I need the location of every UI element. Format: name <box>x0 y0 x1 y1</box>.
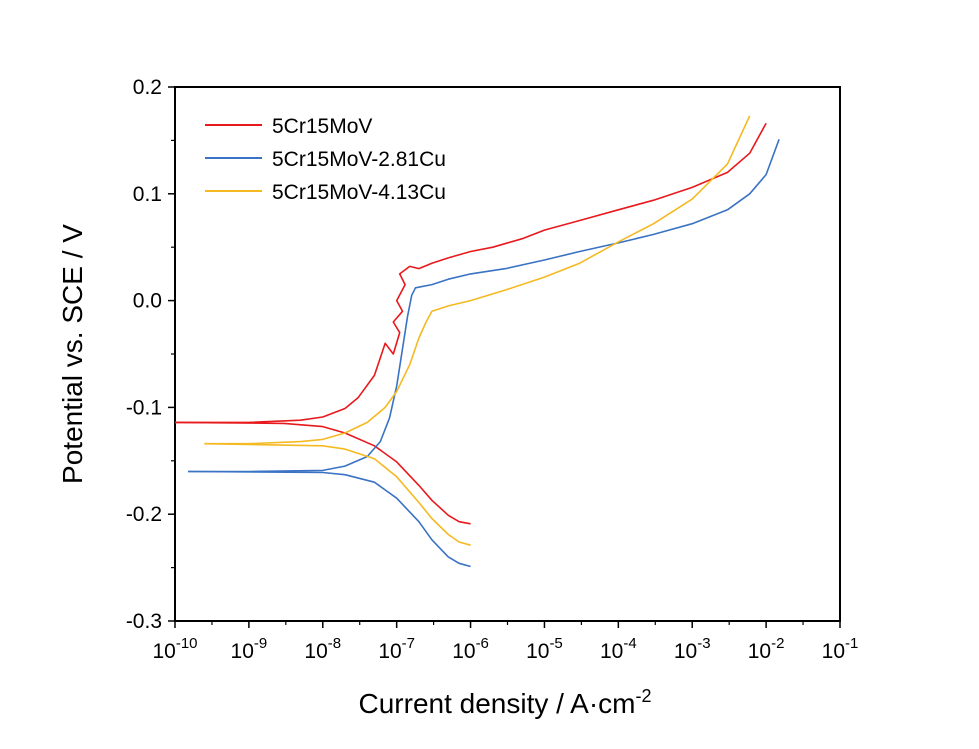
series-line-1-cathodic <box>187 470 471 568</box>
series-line-2-anodic <box>204 115 751 445</box>
x-tick-label: 10-6 <box>452 635 489 663</box>
x-tick-label: 10-9 <box>231 635 268 663</box>
y-tick-label: 0.1 <box>133 183 162 206</box>
y-tick-label: 0.0 <box>133 290 162 313</box>
legend-label-2: 5Cr15MoV-4.13Cu <box>272 181 446 204</box>
series-line-0-anodic <box>175 122 767 424</box>
series-lines <box>174 115 780 568</box>
x-tick-label: 10-4 <box>600 635 637 663</box>
y-tick-label: -0.1 <box>126 396 162 419</box>
y-tick-label: -0.2 <box>126 503 162 526</box>
x-tick-label: 10-3 <box>674 635 711 663</box>
x-tick-label: 10-8 <box>304 635 341 663</box>
x-tick-label: 10-10 <box>152 635 197 663</box>
x-tick-label: 10-2 <box>748 635 785 663</box>
legend-label-1: 5Cr15MoV-2.81Cu <box>272 148 446 171</box>
x-tick-label: 10-1 <box>822 635 859 663</box>
series-line-0-cathodic <box>174 421 471 525</box>
x-tick-label: 10-5 <box>526 635 563 663</box>
axis-ticks: 10-10 10-9 10-8 10-7 10-6 10-5 10-4 10-3 10-2 10-… <box>126 76 859 663</box>
y-axis-title: Potential vs. SCE / V <box>57 224 88 484</box>
legend-label-0: 5Cr15MoV <box>272 115 372 138</box>
x-axis-title: Current density / A·cm-2 <box>359 686 652 719</box>
series-line-2-cathodic <box>204 442 471 546</box>
x-tick-label: 10-7 <box>378 635 415 663</box>
legend: 5Cr15MoV 5Cr15MoV-2.81Cu 5Cr15MoV-4.13Cu <box>205 115 446 204</box>
y-tick-label: 0.2 <box>133 76 162 99</box>
y-tick-label: -0.3 <box>126 610 162 633</box>
